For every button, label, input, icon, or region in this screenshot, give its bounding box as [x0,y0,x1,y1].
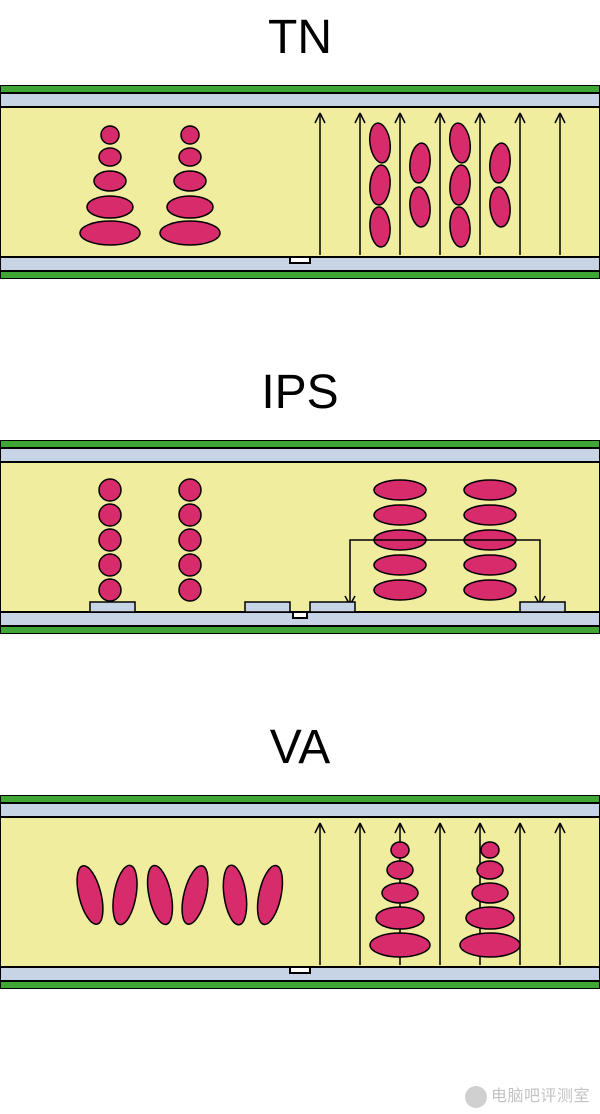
ips-panel [0,440,600,634]
watermark-text: 电脑吧评测室 [491,1088,590,1105]
ips-title: IPS [0,365,600,420]
wechat-icon [465,1086,487,1108]
va-panel [0,795,600,989]
tn-title: TN [0,10,600,65]
page: TN IPS VA 电脑吧评测室 [0,0,600,1114]
watermark: 电脑吧评测室 [465,1082,590,1108]
va-title: VA [0,720,600,775]
tn-panel [0,85,600,279]
